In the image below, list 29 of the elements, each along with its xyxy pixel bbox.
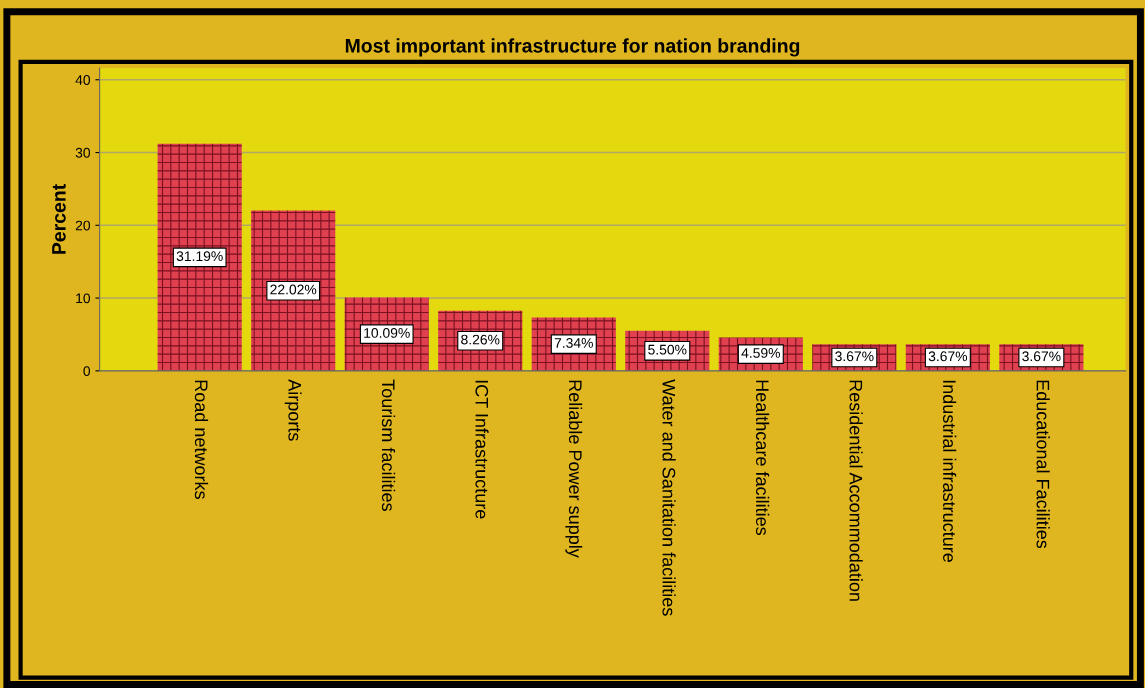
x-tick-label: ICT Infrastructure (475, 380, 489, 519)
data-label: 4.59% (741, 348, 780, 358)
x-tick-label: Road networks (194, 380, 209, 499)
y-axis-title: Percent (52, 184, 66, 254)
data-label: 3.67% (835, 351, 874, 362)
data-label: 8.26% (461, 334, 500, 345)
y-tick-label: 20 (75, 220, 91, 231)
data-label: 31.19% (176, 251, 223, 262)
x-tick-label: Healthcare facilities (755, 380, 770, 536)
x-tick-label: Reliable Power supply (565, 380, 583, 558)
data-label: 5.50% (648, 344, 687, 355)
chart-title: Most important infrastructure for nation branding (345, 38, 800, 57)
bar (157, 143, 242, 371)
x-tick-label: Industrial infrastructure (943, 380, 957, 562)
x-tick-label: Educational Facilities (1036, 380, 1050, 549)
data-label: 3.67% (1022, 351, 1061, 362)
y-tick-label: 30 (75, 147, 91, 158)
x-tick-label: Residential Accommodation (849, 380, 863, 601)
y-tick-label: 0 (83, 366, 91, 376)
y-tick-label: 40 (75, 75, 91, 85)
data-label: 7.34% (554, 338, 593, 348)
y-tick-label: 10 (76, 293, 91, 304)
bar (251, 210, 336, 371)
data-label: 10.09% (364, 328, 410, 338)
data-label: 22.02% (270, 284, 317, 295)
x-tick-label: Water and Sanitation facilities (662, 379, 676, 616)
x-tick-label: Airports (284, 379, 302, 441)
x-tick-label: Tourism facilities (381, 379, 396, 511)
data-label: 3.67% (928, 351, 968, 362)
